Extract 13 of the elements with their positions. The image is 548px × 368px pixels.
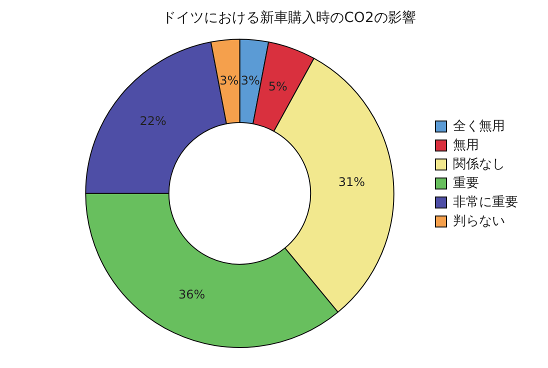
data-label: 36% bbox=[178, 287, 206, 302]
data-label: 3% bbox=[220, 74, 239, 88]
legend-label: 無用 bbox=[453, 138, 479, 153]
chart-title: ドイツにおける新車購入時のCO2の影響 bbox=[162, 10, 416, 26]
data-label: 22% bbox=[140, 114, 166, 128]
data-label: 5% bbox=[268, 80, 288, 94]
data-label: 3% bbox=[240, 74, 260, 88]
legend-label: 重要 bbox=[453, 176, 479, 191]
data-label: 31% bbox=[338, 174, 366, 189]
legend-label: 非常に重要 bbox=[453, 194, 518, 210]
legend-label: 判らない bbox=[453, 214, 505, 229]
legend-label: 関係なし bbox=[453, 156, 505, 172]
legend-label: 全く無用 bbox=[453, 118, 505, 134]
